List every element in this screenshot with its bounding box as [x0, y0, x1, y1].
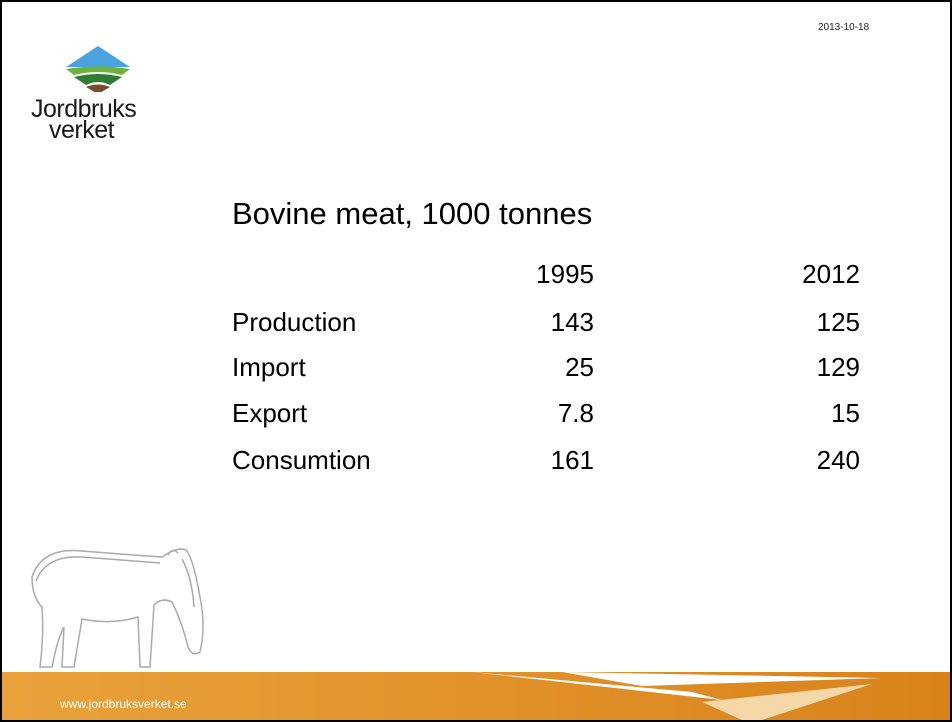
- row-label: Import: [232, 352, 306, 383]
- table-cell: 161: [514, 445, 594, 476]
- table-cell: 129: [780, 352, 860, 383]
- table-cell: 240: [780, 445, 860, 476]
- slide-title: Bovine meat, 1000 tonnes: [232, 196, 592, 232]
- date: 2013-10-18: [818, 22, 869, 33]
- slide: Jordbruks verket 2013-10-18 Bovine meat,…: [0, 0, 952, 722]
- row-label: Export: [232, 398, 307, 429]
- table-cell: 125: [780, 307, 860, 338]
- logo-text: verket: [49, 118, 114, 143]
- horse-illustration: [22, 537, 212, 672]
- footer-band: [2, 672, 950, 720]
- column-header: 1995: [514, 259, 594, 290]
- column-header: 2012: [780, 259, 860, 290]
- footer-url: www.jordbruksverket.se: [60, 697, 187, 711]
- row-label: Consumtion: [232, 445, 371, 476]
- table-cell: 7.8: [514, 398, 594, 429]
- table-cell: 143: [514, 307, 594, 338]
- row-label: Production: [232, 307, 356, 338]
- table-cell: 25: [514, 352, 594, 383]
- table-cell: 15: [780, 398, 860, 429]
- logo-mark: [62, 42, 142, 92]
